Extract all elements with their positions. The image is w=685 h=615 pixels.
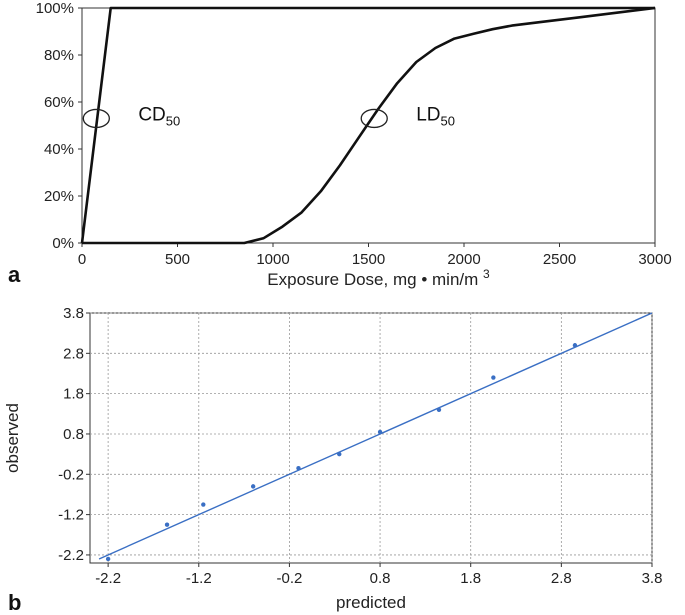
panel-b: -2.2 -1.2 -0.2 0.8 1.8 2.8 3.8 -2.2 -1.2 -0.2 0.8… — [3, 305, 662, 615]
panel-b-x-axis-label: predicted — [336, 593, 406, 612]
scatter-point — [572, 343, 578, 348]
panel-b-points — [105, 343, 578, 562]
scatter-point — [164, 522, 170, 527]
x-tick-label: -0.2 — [276, 570, 302, 587]
x-tick-label: 1000 — [256, 251, 289, 268]
scatter-point — [250, 484, 256, 489]
panel-b-letter: b — [8, 590, 21, 615]
panel-a: 0% 20% 40% 60% 80% 100% 0 500 1000 1500 2000 2500 3… — [8, 0, 672, 289]
panel-a-series — [80, 6, 656, 245]
panel-a-y-ticks: 0% 20% 40% 60% 80% 100% — [36, 0, 82, 252]
annotation-sub: 50 — [166, 113, 180, 128]
scatter-point — [201, 502, 206, 507]
x-label-bullet: • — [421, 270, 427, 289]
x-tick-label: 0 — [78, 251, 86, 268]
x-tick-label: 2.8 — [551, 570, 572, 587]
panel-a-annotations: CD50 LD50 — [82, 104, 455, 129]
panel-a-letter: a — [8, 262, 21, 287]
y-tick-label: 1.8 — [63, 386, 84, 403]
series-line-cd50 — [80, 6, 655, 244]
y-tick-label: 3.8 — [63, 305, 84, 322]
x-tick-label: 1.8 — [460, 570, 481, 587]
y-tick-label: -1.2 — [58, 507, 84, 524]
panel-b-fit-line-group — [98, 312, 653, 560]
panel-b-y-axis-label: observed — [3, 403, 22, 473]
annotation-main: LD — [416, 104, 440, 125]
scatter-point — [436, 407, 442, 412]
x-tick-label: 500 — [165, 251, 190, 268]
x-tick-label: 1500 — [352, 251, 385, 268]
y-tick-label: 20% — [44, 188, 74, 205]
y-tick-label: 2.8 — [63, 345, 84, 362]
x-tick-label: 3.8 — [642, 570, 663, 587]
panel-b-y-ticks: -2.2 -1.2 -0.2 0.8 1.8 2.8 3.8 — [58, 305, 90, 564]
panel-a-x-axis-label: Exposure Dose, mg • min/m 3 — [267, 267, 490, 289]
scatter-point — [105, 556, 111, 562]
y-tick-label: 80% — [44, 47, 74, 64]
y-tick-label: 0% — [52, 235, 74, 252]
y-tick-label: 40% — [44, 141, 74, 158]
panel-b-grid — [90, 312, 653, 563]
scatter-point — [491, 375, 496, 380]
x-tick-label: -1.2 — [186, 570, 212, 587]
y-tick-label: 60% — [44, 94, 74, 111]
annotation-ld50: LD50 — [416, 104, 455, 128]
x-label-unit-sup: 3 — [483, 267, 490, 281]
x-tick-label: -2.2 — [95, 570, 121, 587]
scatter-point — [337, 451, 342, 457]
y-tick-label: 0.8 — [63, 426, 84, 443]
x-tick-label: 0.8 — [370, 570, 391, 587]
x-tick-label: 3000 — [638, 251, 671, 268]
panel-b-x-ticks: -2.2 -1.2 -0.2 0.8 1.8 2.8 3.8 — [95, 563, 662, 587]
fit-line — [98, 312, 653, 560]
scatter-point — [296, 466, 301, 471]
scatter-point — [377, 429, 383, 435]
y-tick-label: -0.2 — [58, 466, 84, 483]
x-label-unit: min/m — [432, 270, 478, 289]
x-tick-label: 2000 — [447, 251, 480, 268]
annotation-cd50: CD50 — [138, 104, 180, 128]
annotation-sub: 50 — [441, 113, 455, 128]
x-tick-label: 2500 — [543, 251, 576, 268]
annotation-ellipse — [82, 108, 110, 129]
annotation-main: CD — [138, 104, 165, 125]
annotation-ellipse — [360, 108, 388, 129]
panel-a-x-ticks: 0 500 1000 1500 2000 2500 3000 — [78, 243, 672, 268]
y-tick-label: 100% — [36, 0, 74, 17]
series-line-ld50 — [82, 6, 656, 245]
y-tick-label: -2.2 — [58, 547, 84, 564]
x-label-main: Exposure Dose, mg — [267, 270, 416, 289]
